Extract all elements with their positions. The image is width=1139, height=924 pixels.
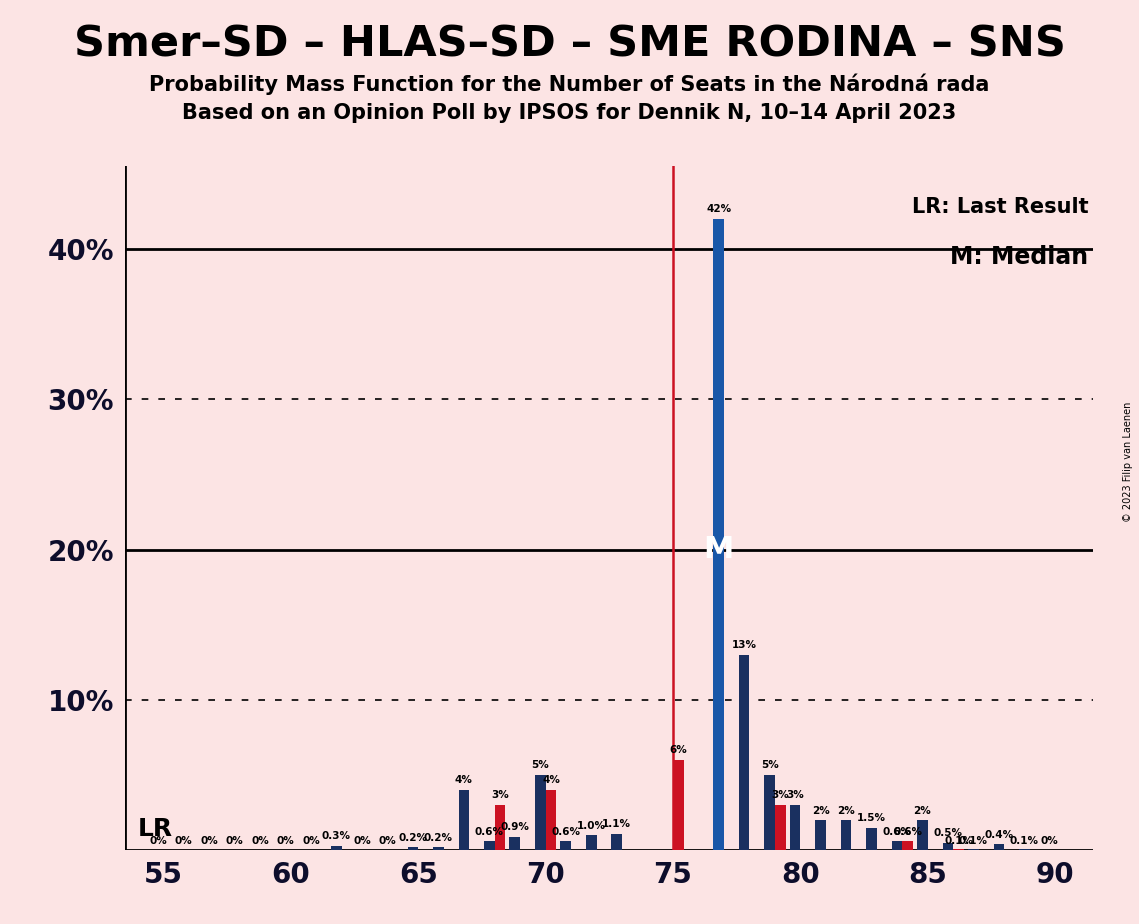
Text: 5%: 5%	[761, 760, 778, 771]
Text: 0.2%: 0.2%	[424, 833, 453, 843]
Text: 1.0%: 1.0%	[576, 821, 606, 831]
Text: LR: LR	[138, 817, 173, 841]
Text: LR: Last Result: LR: Last Result	[912, 197, 1089, 217]
Bar	[484, 841, 494, 850]
Text: © 2023 Filip van Laenen: © 2023 Filip van Laenen	[1123, 402, 1132, 522]
Bar	[816, 820, 826, 850]
Text: 2%: 2%	[837, 806, 855, 816]
Text: 0.9%: 0.9%	[500, 822, 530, 832]
Text: 0%: 0%	[252, 835, 269, 845]
Text: 0%: 0%	[378, 835, 396, 845]
Text: 0%: 0%	[277, 835, 294, 845]
Bar	[408, 847, 418, 850]
Text: 3%: 3%	[786, 791, 804, 800]
Bar	[775, 805, 786, 850]
Bar	[943, 843, 953, 850]
Bar	[494, 805, 506, 850]
Text: M: M	[704, 535, 734, 564]
Text: 5%: 5%	[532, 760, 549, 771]
Text: 0%: 0%	[226, 835, 244, 845]
Bar	[902, 841, 913, 850]
Bar	[509, 836, 521, 850]
Bar	[433, 847, 444, 850]
Bar	[535, 775, 546, 850]
Text: 42%: 42%	[706, 204, 731, 214]
Text: 0.4%: 0.4%	[984, 830, 1014, 840]
Text: 0%: 0%	[149, 835, 167, 845]
Text: 0%: 0%	[174, 835, 192, 845]
Text: 0%: 0%	[1041, 835, 1059, 845]
Bar	[789, 805, 801, 850]
Text: 4%: 4%	[454, 775, 473, 785]
Bar	[866, 828, 877, 850]
Text: 0.5%: 0.5%	[934, 828, 962, 838]
Bar	[546, 790, 556, 850]
Bar	[739, 655, 749, 850]
Text: 2%: 2%	[913, 806, 932, 816]
Text: 0.6%: 0.6%	[551, 827, 580, 836]
Bar	[1019, 848, 1030, 850]
Bar	[841, 820, 852, 850]
Text: Probability Mass Function for the Number of Seats in the Národná rada: Probability Mass Function for the Number…	[149, 74, 990, 95]
Text: 0.1%: 0.1%	[1010, 835, 1039, 845]
Bar	[993, 844, 1005, 850]
Text: 2%: 2%	[812, 806, 829, 816]
Bar	[713, 219, 724, 850]
Text: 1.1%: 1.1%	[603, 819, 631, 829]
Bar	[331, 845, 342, 850]
Text: 0.1%: 0.1%	[944, 835, 973, 845]
Bar	[917, 820, 928, 850]
Bar	[585, 835, 597, 850]
Text: Based on an Opinion Poll by IPSOS for Dennik N, 10–14 April 2023: Based on an Opinion Poll by IPSOS for De…	[182, 103, 957, 124]
Text: 0.2%: 0.2%	[399, 833, 427, 843]
Text: 0.1%: 0.1%	[959, 835, 988, 845]
Text: 4%: 4%	[542, 775, 560, 785]
Text: 6%: 6%	[670, 746, 687, 756]
Bar	[764, 775, 775, 850]
Text: 3%: 3%	[771, 791, 789, 800]
Text: 0%: 0%	[353, 835, 371, 845]
Text: Smer–SD – HLAS–SD – SME RODINA – SNS: Smer–SD – HLAS–SD – SME RODINA – SNS	[74, 23, 1065, 65]
Text: 3%: 3%	[491, 791, 509, 800]
Text: 0.6%: 0.6%	[475, 827, 503, 836]
Text: 0.3%: 0.3%	[322, 831, 351, 841]
Text: 0.6%: 0.6%	[883, 827, 911, 836]
Text: 0%: 0%	[200, 835, 218, 845]
Text: 0.6%: 0.6%	[893, 827, 923, 836]
Bar	[968, 848, 978, 850]
Bar	[673, 760, 683, 850]
Bar	[612, 833, 622, 850]
Bar	[459, 790, 469, 850]
Text: 1.5%: 1.5%	[857, 813, 886, 823]
Bar	[892, 841, 902, 850]
Text: 0%: 0%	[302, 835, 320, 845]
Bar	[560, 841, 571, 850]
Text: M: Median: M: Median	[950, 245, 1089, 269]
Text: 13%: 13%	[731, 640, 756, 650]
Bar	[953, 848, 964, 850]
